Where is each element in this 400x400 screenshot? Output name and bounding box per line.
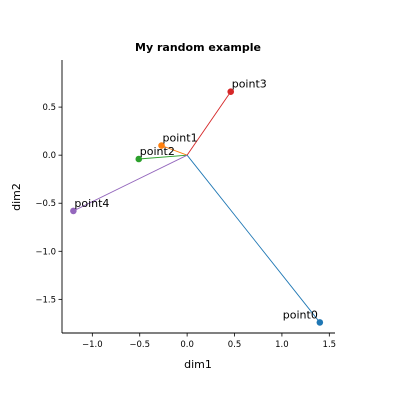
x-axis-label: dim1 bbox=[184, 358, 212, 371]
point4-marker bbox=[70, 207, 77, 215]
x-tick-label: −0.5 bbox=[129, 340, 150, 350]
y-tick-label: −1.5 bbox=[35, 295, 56, 305]
y-tick-label: −1.0 bbox=[35, 247, 56, 257]
y-tick-label: −0.5 bbox=[35, 199, 56, 209]
y-tick-label: 0.5 bbox=[42, 103, 56, 113]
x-tick-label: −1.0 bbox=[82, 340, 103, 350]
point0-line bbox=[186, 154, 321, 323]
point0-label: point0 bbox=[283, 308, 318, 321]
x-tick-label: 0.5 bbox=[228, 340, 242, 350]
point3-marker bbox=[227, 88, 235, 96]
y-axis-ticks: 0.5 0.0 −0.5 −1.0 −1.5 bbox=[35, 103, 62, 305]
y-axis-label: dim2 bbox=[10, 183, 23, 211]
point1-line bbox=[161, 145, 188, 156]
point3-line bbox=[186, 91, 232, 156]
y-tick-label: 0.0 bbox=[42, 151, 56, 161]
x-tick-label: 0.0 bbox=[180, 340, 194, 350]
x-tick-label: 1.5 bbox=[323, 340, 337, 350]
point4-line bbox=[73, 154, 188, 212]
point1-marker bbox=[158, 142, 165, 149]
point2-label: point2 bbox=[140, 145, 175, 158]
x-axis-ticks: −1.0 −0.5 0.0 0.5 1.0 1.5 bbox=[82, 333, 336, 350]
point2-line bbox=[138, 154, 188, 160]
x-tick-label: 1.0 bbox=[275, 340, 289, 350]
point4-label: point4 bbox=[74, 197, 109, 210]
point1-label: point1 bbox=[163, 132, 198, 145]
origin-lines bbox=[73, 91, 321, 323]
chart-title: My random example bbox=[135, 41, 261, 54]
point3-label: point3 bbox=[232, 78, 267, 91]
point2-marker bbox=[135, 155, 143, 163]
point0-marker bbox=[316, 319, 324, 326]
data-points bbox=[70, 88, 324, 326]
